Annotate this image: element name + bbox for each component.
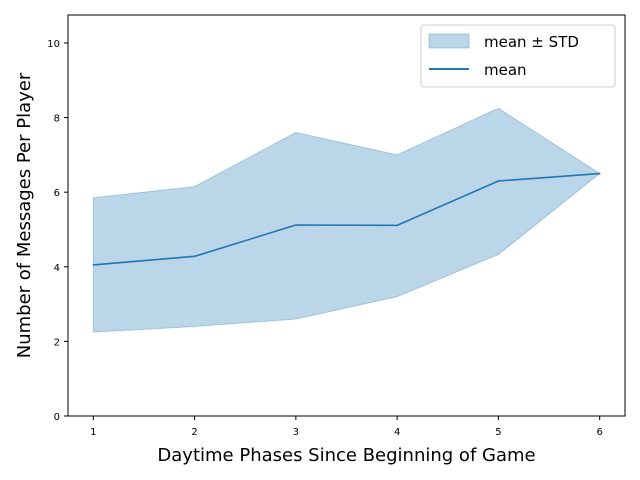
y-tick-label: 10 [47,39,60,50]
x-tick-label: 6 [596,427,602,438]
y-tick-label: 4 [54,263,60,274]
std-band [92,107,601,333]
mean-point [396,224,398,227]
x-tick-label: 4 [394,427,400,438]
legend-mean-label: mean [484,61,527,79]
y-tick-label: 8 [54,114,60,125]
mean-line-layer [92,172,601,266]
legend-band-label: mean ± STD [484,33,579,51]
y-axis-ticks: 0 2 4 6 8 10 [47,39,68,423]
y-tick-label: 0 [54,412,60,423]
mean-point [497,180,500,182]
x-tick-label: 3 [293,427,299,438]
legend-band-swatch [428,33,470,49]
y-tick-label: 6 [54,188,60,199]
mean-point [92,264,95,266]
legend: mean ± STD mean [420,24,616,88]
mean-point [193,255,196,258]
x-axis-label: Daytime Phases Since Beginning of Game [157,445,535,466]
std-band-layer [92,107,601,333]
mean-point [295,224,297,226]
x-tick-label: 1 [90,427,96,438]
x-tick-label: 2 [191,427,197,438]
x-tick-label: 5 [495,427,501,438]
y-tick-label: 2 [54,337,60,348]
plot-frame [67,14,626,417]
x-axis-ticks: 1 2 3 4 5 6 [90,416,603,438]
mean-point [598,172,601,175]
y-axis-label: Number of Messages Per Player [14,72,35,358]
mean-line [93,172,600,266]
legend-box [420,24,616,88]
